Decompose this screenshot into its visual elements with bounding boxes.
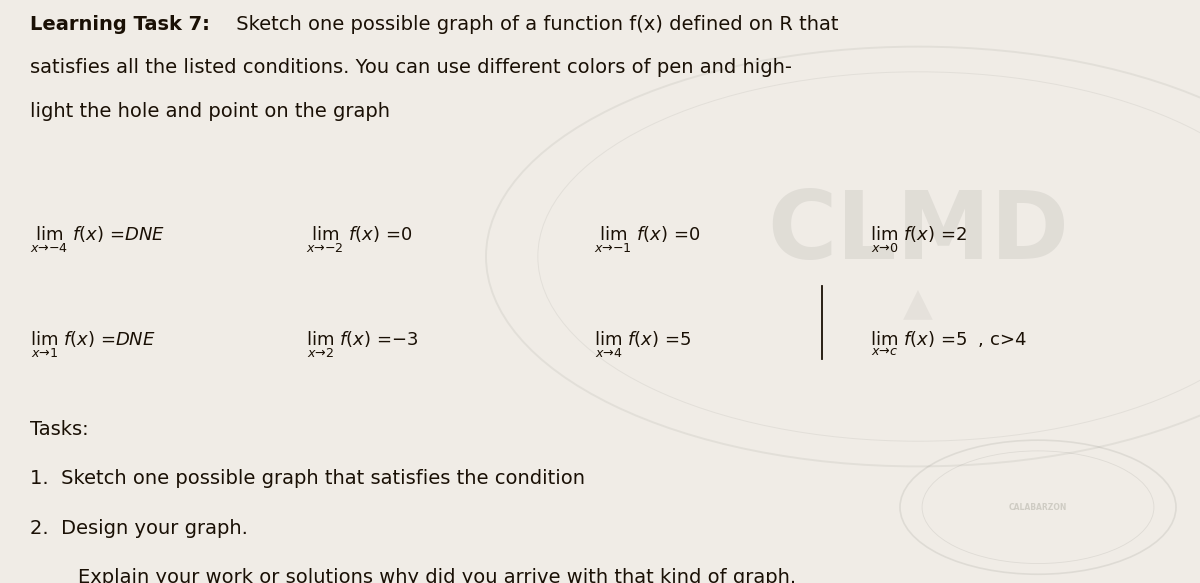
Text: $\lim_{x \to 2}$ $f(x)$ $= -3$: $\lim_{x \to 2}$ $f(x)$ $= -3$ bbox=[306, 329, 418, 360]
Text: Learning Task 7:: Learning Task 7: bbox=[30, 15, 210, 34]
Text: $\lim_{x \to -2}$ $f(x)$ $= 0$: $\lim_{x \to -2}$ $f(x)$ $= 0$ bbox=[306, 224, 413, 255]
Text: ▲: ▲ bbox=[904, 284, 932, 322]
Text: $\lim_{x \to 0}$ $f(x)$ $= 2$: $\lim_{x \to 0}$ $f(x)$ $= 2$ bbox=[870, 224, 967, 255]
Text: Tasks:: Tasks: bbox=[30, 420, 89, 439]
Text: light the hole and point on the graph: light the hole and point on the graph bbox=[30, 102, 390, 121]
Text: $\lim_{x \to 4}$ $f(x)$ $= 5$: $\lim_{x \to 4}$ $f(x)$ $= 5$ bbox=[594, 329, 691, 360]
Text: CLMD: CLMD bbox=[767, 187, 1069, 279]
Text: 2.  Design your graph.: 2. Design your graph. bbox=[30, 519, 248, 538]
Text: $\lim_{x \to 1}$ $f(x)$ $= DNE$: $\lim_{x \to 1}$ $f(x)$ $= DNE$ bbox=[30, 329, 156, 360]
Text: $\lim_{x \to -4}$ $f(x)$ $= DNE$: $\lim_{x \to -4}$ $f(x)$ $= DNE$ bbox=[30, 224, 166, 255]
Text: $\lim_{x \to c}$ $f(x)$ $= 5$  , c>4: $\lim_{x \to c}$ $f(x)$ $= 5$ , c>4 bbox=[870, 329, 1027, 358]
Text: 1.  Sketch one possible graph that satisfies the condition: 1. Sketch one possible graph that satisf… bbox=[30, 469, 586, 489]
Text: Sketch one possible graph of a function f(x) defined on R that: Sketch one possible graph of a function … bbox=[230, 15, 839, 34]
Text: $\lim_{x \to -1}$ $f(x)$ $= 0$: $\lim_{x \to -1}$ $f(x)$ $= 0$ bbox=[594, 224, 701, 255]
Text: CALABARZON: CALABARZON bbox=[1009, 503, 1067, 512]
Text: Explain your work or solutions why did you arrive with that kind of graph.: Explain your work or solutions why did y… bbox=[78, 568, 796, 583]
Text: satisfies all the listed conditions. You can use different colors of pen and hig: satisfies all the listed conditions. You… bbox=[30, 58, 792, 78]
